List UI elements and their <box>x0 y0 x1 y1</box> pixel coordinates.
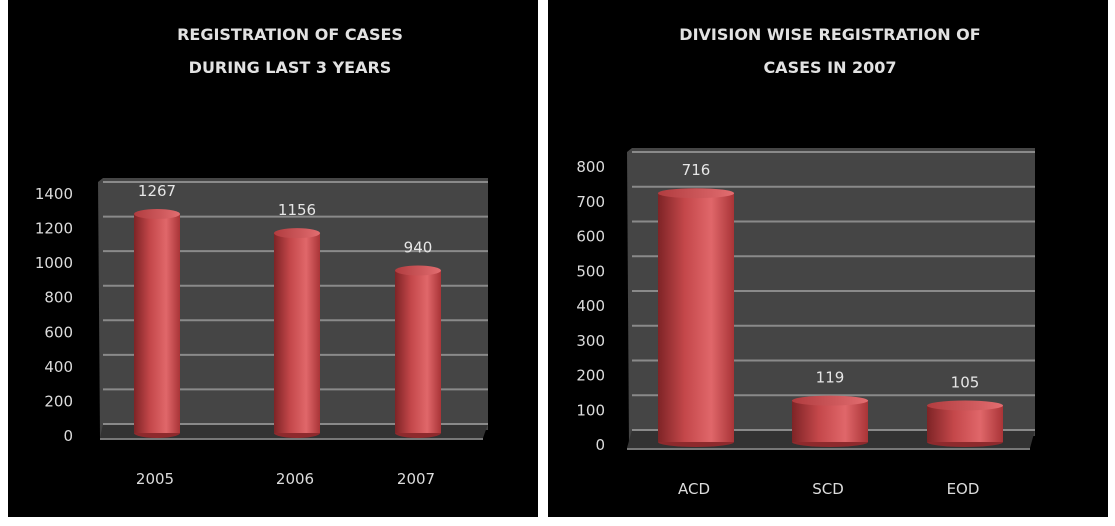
bar-body <box>134 213 180 433</box>
x-tick-label: SCD <box>812 480 844 498</box>
bar-2007 <box>395 265 441 438</box>
bar-EOD <box>927 400 1003 447</box>
data-label: 940 <box>404 239 433 257</box>
data-label: 105 <box>951 374 980 392</box>
y-tick-label: 200 <box>44 392 73 410</box>
chart-title-line: CASES IN 2007 <box>763 58 896 77</box>
data-label: 119 <box>816 369 845 387</box>
y-tick-label: 700 <box>576 193 605 211</box>
bar-ACD <box>658 188 734 447</box>
bar-top <box>274 228 320 239</box>
data-label: 1267 <box>138 182 176 200</box>
bar-body <box>792 400 868 442</box>
y-tick-label: 0 <box>595 436 605 454</box>
x-tick-label: 2006 <box>276 470 314 488</box>
y-tick-label: 0 <box>63 427 73 445</box>
x-tick-label: ACD <box>678 480 710 498</box>
bar-body <box>274 233 320 433</box>
y-tick-label: 1200 <box>35 220 73 238</box>
bar-body <box>927 405 1003 442</box>
x-tick-label: 2007 <box>397 470 435 488</box>
data-label: 1156 <box>278 201 316 219</box>
y-tick-label: 300 <box>576 332 605 350</box>
y-tick-label: 400 <box>44 358 73 376</box>
chart-registration-by-year: REGISTRATION OF CASES DURING LAST 3 YEARS… <box>35 25 488 488</box>
y-tick-label: 400 <box>576 297 605 315</box>
chart-title-line: REGISTRATION OF CASES <box>177 25 403 44</box>
y-tick-label: 800 <box>44 289 73 307</box>
y-tick-label: 500 <box>576 262 605 280</box>
bar-2006 <box>274 228 320 438</box>
bar-body <box>658 193 734 442</box>
y-tick-label: 1400 <box>35 185 73 203</box>
bar-SCD <box>792 395 868 447</box>
y-tick-label: 100 <box>576 401 605 419</box>
y-tick-label: 200 <box>576 367 605 385</box>
y-tick-label: 800 <box>576 158 605 176</box>
x-tick-label: EOD <box>947 480 980 498</box>
bar-body <box>395 270 441 433</box>
bar-top <box>134 208 180 219</box>
bar-2005 <box>134 208 180 438</box>
bar-top <box>395 265 441 276</box>
bar-top <box>658 188 734 199</box>
y-tick-label: 600 <box>576 228 605 246</box>
data-label: 716 <box>682 161 711 179</box>
bar-top <box>792 395 868 406</box>
chart-title-line: DURING LAST 3 YEARS <box>189 58 392 77</box>
y-tick-label: 1000 <box>35 254 73 272</box>
chart-division-wise-2007: DIVISION WISE REGISTRATION OF CASES IN 20… <box>576 25 1035 498</box>
chart-title-line: DIVISION WISE REGISTRATION OF <box>679 25 980 44</box>
y-tick-label: 600 <box>44 323 73 341</box>
bar-top <box>927 400 1003 411</box>
x-tick-label: 2005 <box>136 470 174 488</box>
